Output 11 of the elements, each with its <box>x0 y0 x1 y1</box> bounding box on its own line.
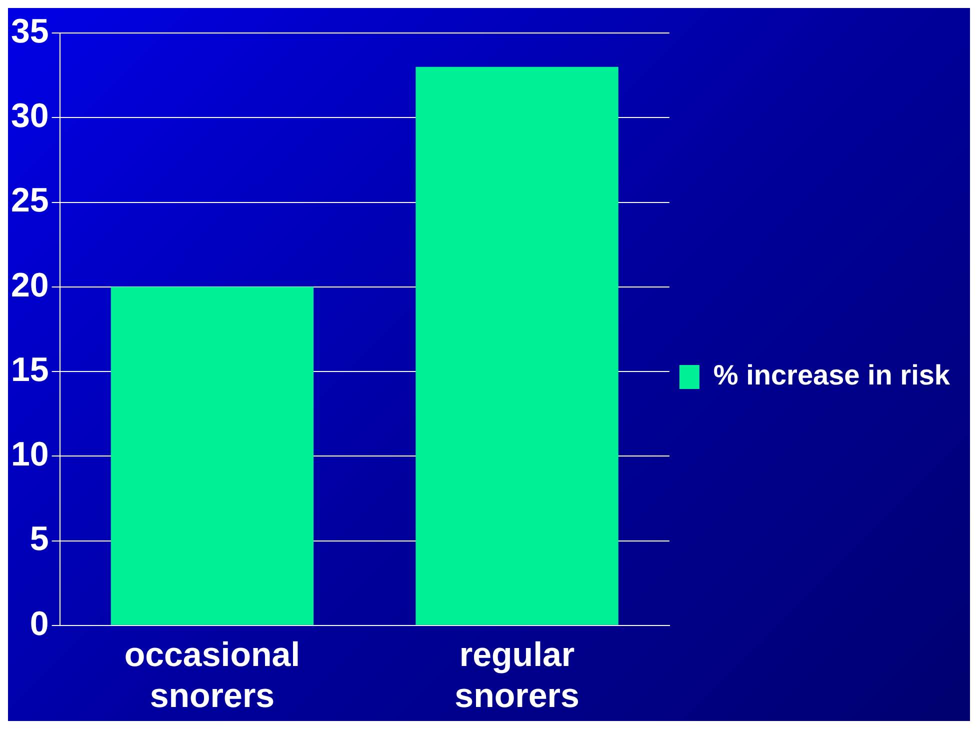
x-tick-label: regular snorers <box>454 636 580 715</box>
y-tick-label: 10 <box>10 436 49 474</box>
y-tick-label: 5 <box>30 520 49 558</box>
y-tick-label: 25 <box>10 182 49 220</box>
legend-label: % increase in risk <box>713 360 950 391</box>
y-tick-label: 15 <box>10 350 49 389</box>
y-tick-label: 30 <box>10 97 49 136</box>
y-tick-label: 20 <box>10 266 49 304</box>
y-tick-label: 35 <box>10 12 49 50</box>
x-tick-label: occasional snorers <box>124 636 300 715</box>
y-tick-label: 0 <box>30 604 49 643</box>
